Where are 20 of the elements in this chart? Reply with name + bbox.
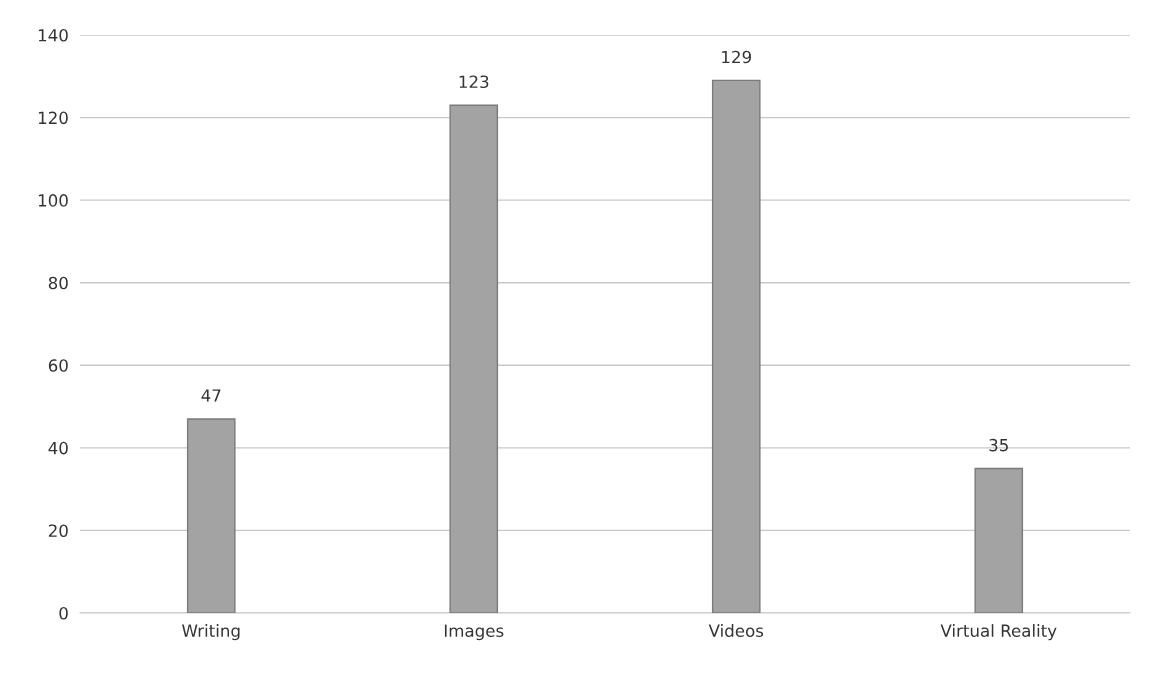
y-tick-label: 80 — [48, 276, 68, 290]
bar — [711, 79, 761, 613]
y-tick-label: 140 — [38, 28, 68, 42]
data-label: 123 — [459, 75, 489, 89]
y-tick-label: 20 — [48, 524, 68, 537]
data-label: 129 — [722, 50, 751, 64]
bar — [186, 418, 236, 613]
y-tick-label: 100 — [38, 194, 68, 207]
y-tick-label: 40 — [48, 441, 68, 455]
data-label: 47 — [201, 389, 221, 402]
bar — [974, 467, 1024, 613]
bar — [449, 104, 499, 613]
x-tick-label: Virtual Reality — [940, 624, 1057, 641]
y-tick-label: 60 — [48, 359, 68, 372]
y-tick-label: 0 — [59, 606, 68, 620]
x-tick-label: Videos — [708, 624, 764, 638]
x-tick-label: Images — [444, 624, 504, 641]
data-label: 35 — [989, 438, 1008, 452]
y-tick-label: 120 — [38, 111, 68, 125]
x-tick-label: Writing — [182, 624, 240, 641]
